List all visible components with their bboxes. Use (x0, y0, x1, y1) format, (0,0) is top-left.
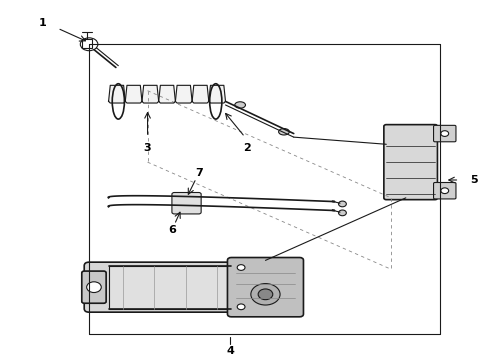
Text: 1: 1 (39, 18, 47, 28)
Circle shape (339, 201, 346, 207)
Bar (109, 266, 231, 309)
FancyBboxPatch shape (384, 125, 438, 200)
FancyBboxPatch shape (172, 193, 201, 214)
Text: 2: 2 (244, 143, 251, 153)
Ellipse shape (279, 129, 289, 135)
Circle shape (87, 282, 101, 293)
Polygon shape (109, 85, 125, 103)
Text: 6: 6 (168, 225, 176, 235)
Text: 5: 5 (470, 175, 478, 185)
Ellipse shape (235, 102, 245, 108)
FancyBboxPatch shape (434, 125, 456, 142)
Polygon shape (159, 85, 175, 103)
Circle shape (237, 265, 245, 270)
FancyBboxPatch shape (82, 271, 106, 303)
Text: 4: 4 (226, 346, 234, 356)
Circle shape (441, 188, 449, 194)
Circle shape (237, 304, 245, 310)
FancyBboxPatch shape (84, 262, 255, 312)
Bar (82, 39, 92, 48)
Polygon shape (192, 85, 209, 103)
Polygon shape (125, 85, 142, 103)
Text: 7: 7 (195, 168, 202, 178)
Circle shape (441, 131, 449, 136)
FancyBboxPatch shape (227, 257, 303, 317)
Circle shape (339, 210, 346, 216)
Circle shape (258, 289, 273, 300)
Polygon shape (142, 85, 159, 103)
Circle shape (251, 284, 280, 305)
Text: 3: 3 (144, 143, 151, 153)
Polygon shape (175, 85, 192, 103)
FancyBboxPatch shape (434, 183, 456, 199)
Polygon shape (209, 85, 225, 103)
